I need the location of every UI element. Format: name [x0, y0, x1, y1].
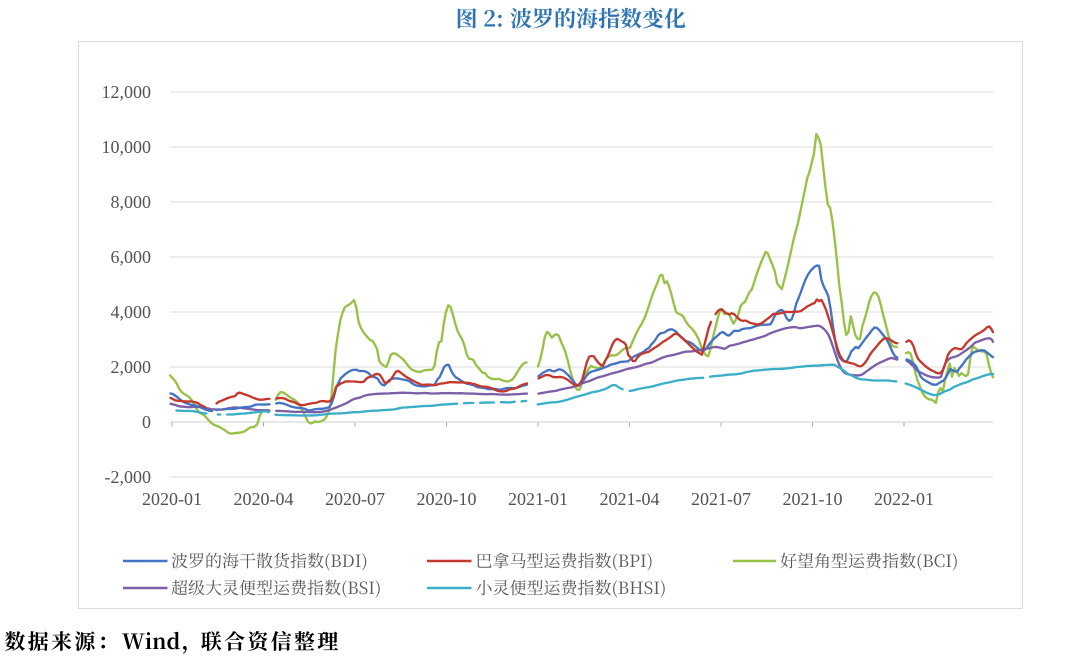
- svg-text:2,000: 2,000: [111, 357, 152, 377]
- svg-text:2021-01: 2021-01: [508, 489, 568, 509]
- svg-text:2020-10: 2020-10: [417, 489, 477, 509]
- svg-text:4,000: 4,000: [111, 302, 152, 322]
- svg-text:2022-01: 2022-01: [874, 489, 934, 509]
- svg-text:2021-10: 2021-10: [783, 489, 843, 509]
- svg-text:2020-07: 2020-07: [325, 489, 385, 509]
- svg-text:6,000: 6,000: [111, 247, 152, 267]
- svg-text:10,000: 10,000: [102, 137, 152, 157]
- svg-text:-2,000: -2,000: [105, 467, 152, 487]
- svg-text:2020-01: 2020-01: [142, 489, 202, 509]
- svg-text:0: 0: [142, 412, 151, 432]
- svg-text:2021-07: 2021-07: [691, 489, 751, 509]
- svg-text:8,000: 8,000: [111, 192, 152, 212]
- svg-text:2021-04: 2021-04: [600, 489, 660, 509]
- svg-text:2020-04: 2020-04: [234, 489, 294, 509]
- svg-text:12,000: 12,000: [102, 82, 152, 102]
